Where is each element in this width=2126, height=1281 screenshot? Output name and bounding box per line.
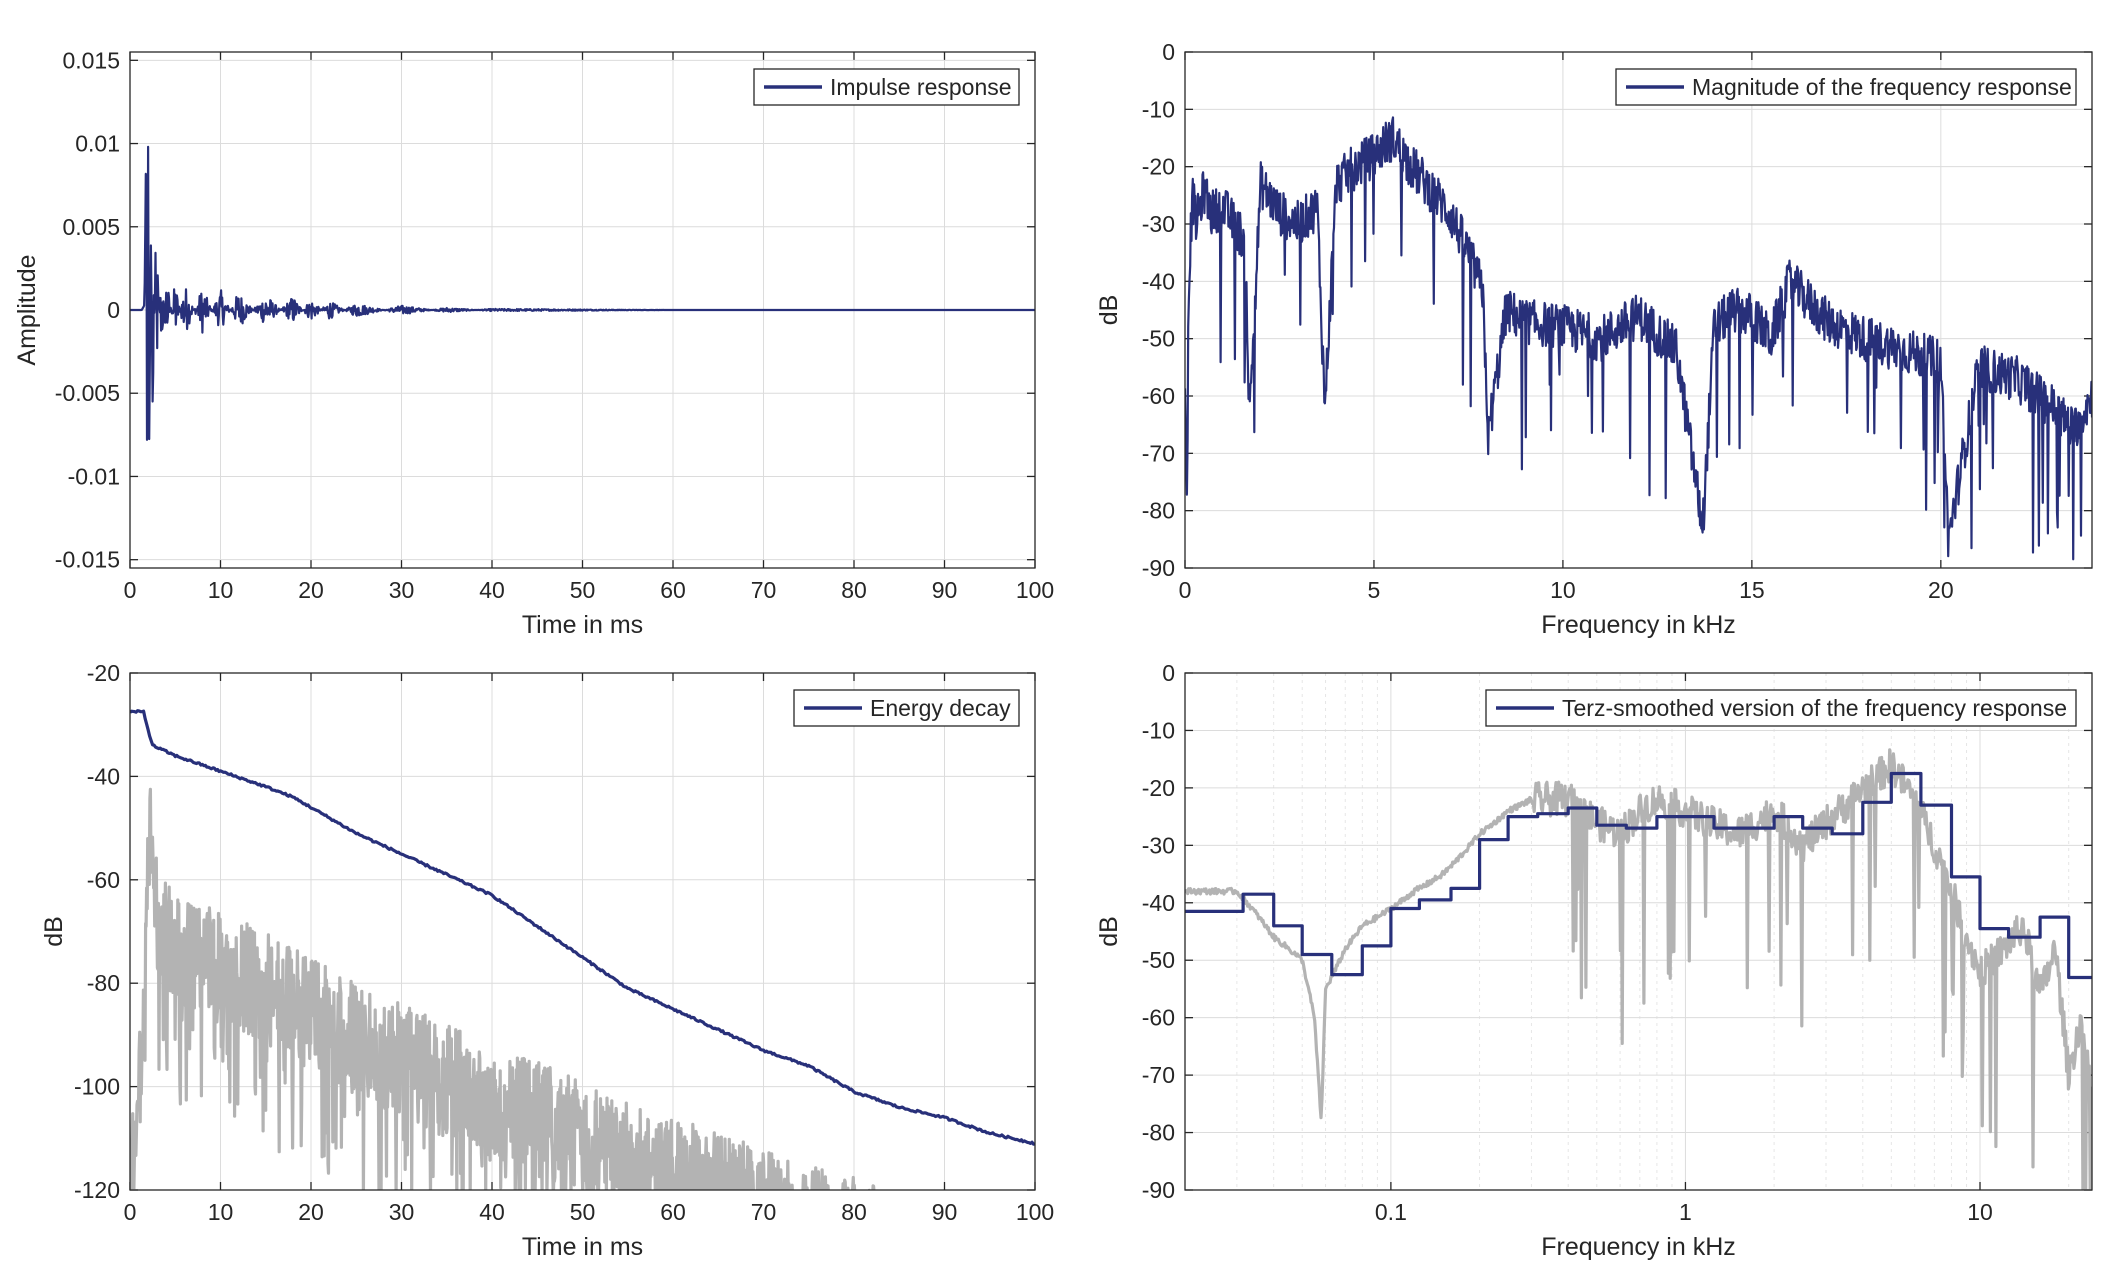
y-tick-label: -80 xyxy=(87,970,120,996)
x-tick-label: 1 xyxy=(1679,1199,1692,1225)
x-tick-label: 50 xyxy=(570,1199,596,1225)
y-tick-label: 0 xyxy=(107,297,120,323)
y-tick-label: 0 xyxy=(1162,660,1175,686)
legend-label: Impulse response xyxy=(830,74,1012,100)
x-tick-label: 30 xyxy=(389,577,415,603)
y-tick-label: -0.01 xyxy=(68,463,120,489)
chart-magnitude: 0 5 10 15 20 -90 -80 -70 -60 -50 -40 -30 -20 -10 0 Freq… xyxy=(1095,39,2093,639)
chart-energy-decay: 0 10 20 30 40 50 60 70 80 90 100 -120 -100 -80 -60 -40 -… xyxy=(40,660,1054,1261)
y-tick-label: -30 xyxy=(1142,832,1175,858)
plot-area xyxy=(1185,673,2092,1190)
y-tick-label: -0.005 xyxy=(55,380,120,406)
legend: Energy decay xyxy=(793,689,1020,727)
x-tick-label: 60 xyxy=(660,577,686,603)
x-tick-label: 50 xyxy=(570,577,596,603)
y-tick-label: 0 xyxy=(1162,39,1175,65)
y-tick-label: -20 xyxy=(1142,775,1175,801)
legend-box xyxy=(1615,68,2077,106)
x-tick-label: 0 xyxy=(124,577,137,603)
y-axis-label: dB xyxy=(1095,916,1123,947)
x-tick-label: 10 xyxy=(1967,1199,1993,1225)
main-series-line xyxy=(130,709,1035,1146)
x-axis-label: Frequency in kHz xyxy=(1541,611,1736,639)
y-tick-label: -70 xyxy=(1142,1062,1175,1088)
y-tick-label: 0.015 xyxy=(62,47,120,73)
y-axis-label: Amplitude xyxy=(13,254,41,365)
main-series-line xyxy=(1185,771,2092,980)
x-tick-label: 15 xyxy=(1739,577,1765,603)
x-tick-label: 10 xyxy=(1550,577,1576,603)
y-tick-label: -40 xyxy=(1142,890,1175,916)
x-tick-label: 100 xyxy=(1016,577,1054,603)
x-tick-label: 40 xyxy=(479,1199,505,1225)
x-tick-label: 80 xyxy=(841,1199,867,1225)
y-tick-label: -40 xyxy=(1142,268,1175,294)
y-axis-label: dB xyxy=(40,916,68,947)
y-tick-label: -60 xyxy=(87,867,120,893)
y-tick-label: -60 xyxy=(1142,383,1175,409)
x-tick-label: 10 xyxy=(208,577,234,603)
x-tick-label: 90 xyxy=(932,577,958,603)
axis-box xyxy=(1184,51,2093,569)
legend-label: Energy decay xyxy=(870,695,1011,721)
y-tick-label: 0.01 xyxy=(75,131,120,157)
y-tick-label: -0.015 xyxy=(55,547,120,573)
main-series-line xyxy=(1185,116,2092,561)
legend: Terz-smoothed version of the frequency r… xyxy=(1485,689,2077,727)
y-tick-label: -20 xyxy=(87,660,120,686)
y-tick-label: -10 xyxy=(1142,96,1175,122)
x-axis-label: Time in ms xyxy=(522,611,643,639)
x-tick-label: 70 xyxy=(751,1199,777,1225)
y-tick-label: -40 xyxy=(87,763,120,789)
y-tick-label: -80 xyxy=(1142,1120,1175,1146)
y-tick-label: -50 xyxy=(1142,947,1175,973)
x-tick-label: 0.1 xyxy=(1375,1199,1407,1225)
x-axis-label: Frequency in kHz xyxy=(1541,1233,1736,1261)
y-tick-label: -90 xyxy=(1142,1177,1175,1203)
x-tick-label: 5 xyxy=(1368,577,1381,603)
y-tick-label: -120 xyxy=(74,1177,120,1203)
y-axis-label: dB xyxy=(1095,295,1123,326)
axis-box xyxy=(129,672,1036,1191)
y-tick-label: -10 xyxy=(1142,717,1175,743)
y-tick-label: -20 xyxy=(1142,154,1175,180)
main-series-line xyxy=(130,145,1035,441)
y-tick-label: -90 xyxy=(1142,555,1175,581)
x-tick-label: 100 xyxy=(1016,1199,1054,1225)
chart-terz: 0.1 1 10 -90 -80 -70 -60 -50 -40 -30 -20 -10 0 Freque… xyxy=(1095,660,2093,1261)
chart-impulse: 0 10 20 30 40 50 60 70 80 90 100 -0.015 -0.01 -0.005 0… xyxy=(13,47,1054,639)
x-tick-label: 20 xyxy=(1928,577,1954,603)
legend-box xyxy=(1485,689,2077,727)
axis-box xyxy=(1184,672,2093,1191)
legend: Impulse response xyxy=(753,68,1020,106)
x-tick-label: 80 xyxy=(841,577,867,603)
y-tick-label: 0.005 xyxy=(62,214,120,240)
legend-label: Terz-smoothed version of the frequency r… xyxy=(1562,695,2067,721)
y-tick-label: -100 xyxy=(74,1074,120,1100)
x-tick-label: 20 xyxy=(298,1199,324,1225)
raw-series-line xyxy=(130,787,876,1190)
y-tick-label: -80 xyxy=(1142,498,1175,524)
x-tick-label: 60 xyxy=(660,1199,686,1225)
x-tick-label: 20 xyxy=(298,577,324,603)
x-tick-label: 70 xyxy=(751,577,777,603)
y-tick-label: -50 xyxy=(1142,326,1175,352)
legend-label: Magnitude of the frequency response xyxy=(1692,74,2072,100)
axis-box xyxy=(129,51,1036,569)
y-tick-label: -30 xyxy=(1142,211,1175,237)
x-tick-label: 0 xyxy=(1179,577,1192,603)
y-tick-label: -70 xyxy=(1142,440,1175,466)
raw-series-line xyxy=(1185,748,2092,1190)
x-tick-label: 40 xyxy=(479,577,505,603)
x-axis-label: Time in ms xyxy=(522,1233,643,1261)
x-tick-label: 10 xyxy=(208,1199,234,1225)
x-tick-label: 90 xyxy=(932,1199,958,1225)
legend: Magnitude of the frequency response xyxy=(1615,68,2077,106)
y-tick-label: -60 xyxy=(1142,1005,1175,1031)
x-tick-label: 0 xyxy=(124,1199,137,1225)
x-tick-label: 30 xyxy=(389,1199,415,1225)
